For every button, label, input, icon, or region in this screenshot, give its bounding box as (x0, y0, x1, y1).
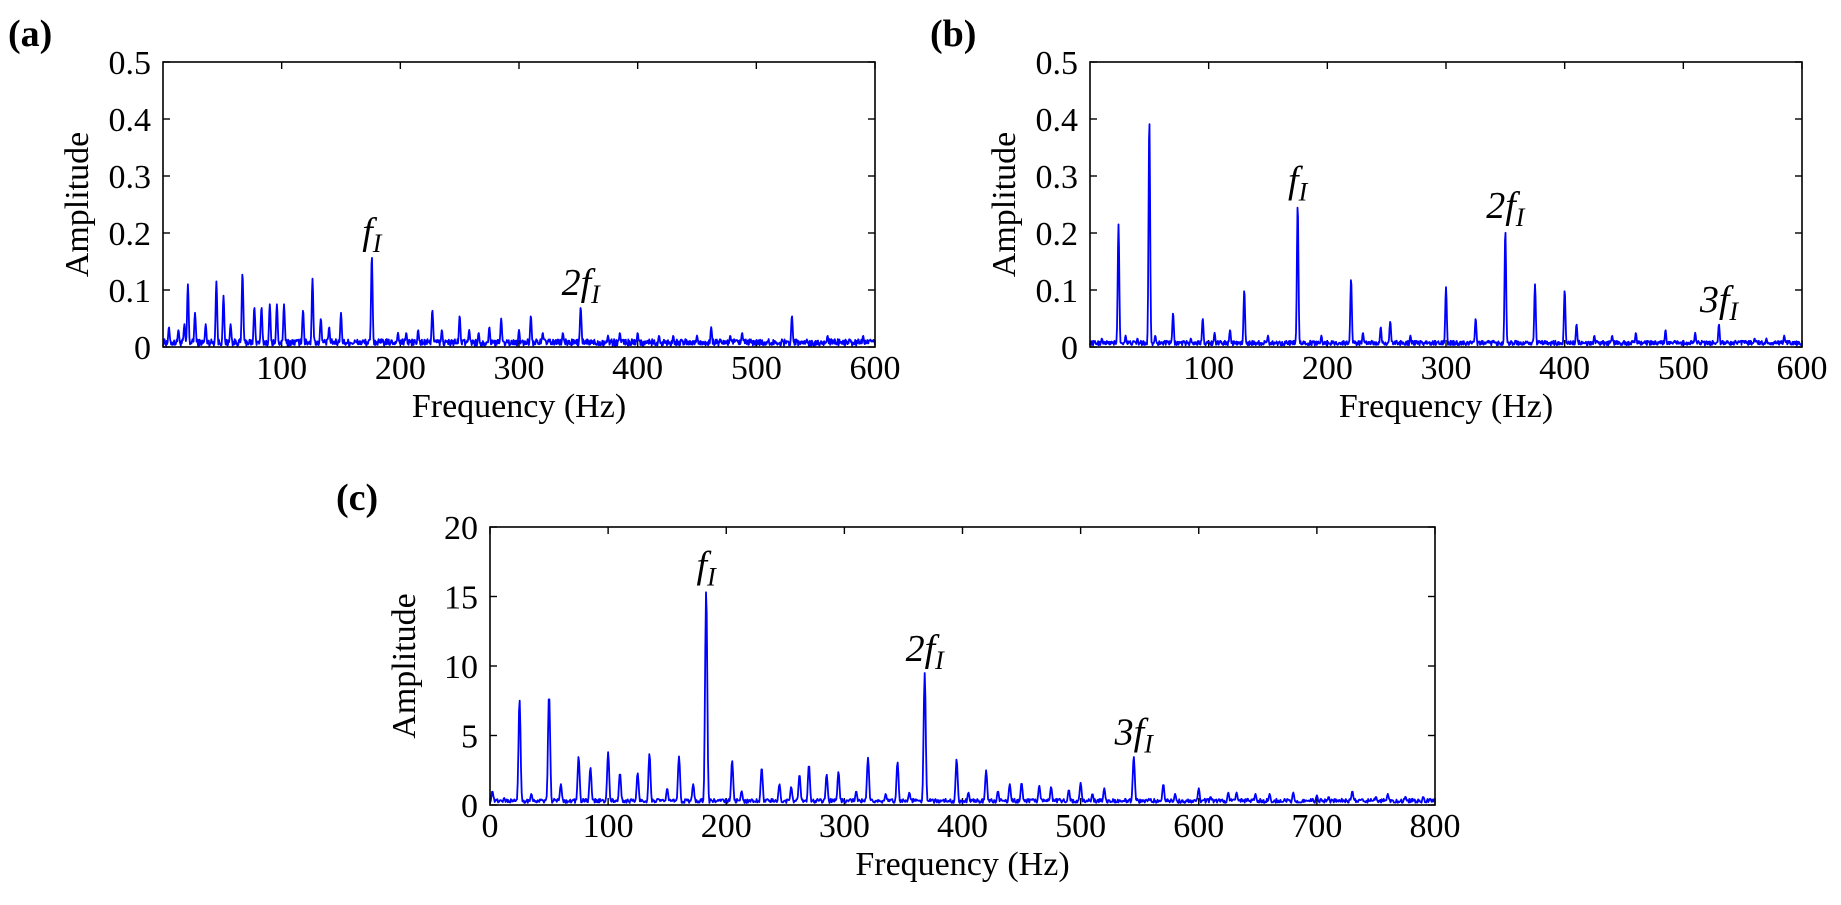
panel-c-y-ticks: 0 5 10 15 20 (444, 510, 1435, 825)
panel-a-y-tick-label: 0.2 (109, 216, 152, 253)
panel-b-plot-frame (1089, 61, 1803, 348)
panel-c-peak-annotation: 3fI (1114, 711, 1155, 758)
panel-c-x-tick-label: 100 (583, 808, 634, 845)
panel-b-x-tick-label: 100 (1183, 350, 1234, 387)
panel-b: (b) 100 200 300 400 500 600 00.10.20.30.40.5 … (930, 13, 1828, 425)
panel-b-x-tick-label: 600 (1777, 350, 1828, 387)
panel-b-peak-annotation: fI (1288, 160, 1309, 207)
panel-a-plot-frame (162, 61, 876, 348)
panel-c-y-tick-label: 10 (444, 649, 478, 686)
panel-c-x-tick-label: 800 (1410, 808, 1461, 845)
panel-a-x-ticks: 100 200 300 400 500 600 (256, 62, 901, 387)
panel-c: (c) 0 100 200 300 400 500 600 700 800 0 5 10 15 20 f… (336, 477, 1461, 883)
panel-a-y-tick-label: 0.4 (109, 102, 152, 139)
panel-c-plot-frame (489, 526, 1436, 806)
panel-b-y-tick-label: 0 (1061, 330, 1078, 367)
panel-a: (a) 100 200 300 400 500 600 00.10.20.30.40.5 … (8, 13, 901, 425)
panel-c-peak-annotation: 2fI (906, 628, 946, 675)
panel-c-spectrum-line (489, 591, 1436, 804)
panel-c-x-tick-label: 600 (1173, 808, 1224, 845)
panel-a-y-tick-label: 0.5 (109, 45, 152, 82)
panel-c-y-tick-label: 20 (444, 510, 478, 547)
panel-a-peak-annotation: 2fI (562, 262, 602, 309)
panel-b-x-tick-label: 300 (1421, 350, 1472, 387)
panel-a-annotations: fI 2fI (362, 211, 601, 309)
panel-b-y-ticks: 0 0.1 0.2 0.3 0.4 0.5 (1036, 45, 1802, 367)
panel-b-x-tick-label: 500 (1658, 350, 1709, 387)
panel-c-x-tick-label: 300 (819, 808, 870, 845)
panel-a-x-tick-label: 400 (612, 350, 663, 387)
panel-c-x-tick-label: 500 (1055, 808, 1106, 845)
panel-a-y-axis-label: Amplitude (59, 132, 96, 277)
panel-c-x-tick-label: 700 (1291, 808, 1342, 845)
panel-b-x-tick-label: 200 (1302, 350, 1353, 387)
panel-a-y-tick-label: 0.1 (109, 273, 152, 310)
panel-b-x-tick-label: 400 (1539, 350, 1590, 387)
panel-b-y-tick-label: 0.2 (1036, 216, 1079, 253)
panel-c-y-tick-label: 0 (461, 788, 478, 825)
panel-a-x-tick-label: 300 (494, 350, 545, 387)
panel-b-y-tick-label: 0.1 (1036, 273, 1079, 310)
panel-c-x-axis-label: Frequency (Hz) (855, 846, 1069, 883)
panel-b-label: (b) (930, 13, 976, 55)
panel-a-spectrum-line (162, 257, 876, 347)
panel-a-x-tick-label: 600 (850, 350, 901, 387)
panel-c-y-axis-label: Amplitude (386, 593, 423, 738)
panel-c-x-ticks: 0 100 200 300 400 500 600 700 800 (482, 527, 1461, 845)
panel-a-label: (a) (8, 13, 52, 55)
panel-b-annotations: fI 2fI 3fI (1288, 160, 1739, 327)
panel-b-peak-annotation: 3fI (1699, 279, 1740, 326)
panel-a-y-tick-label: 0 (134, 330, 151, 367)
panel-c-x-tick-label: 400 (937, 808, 988, 845)
panel-b-y-tick-label: 0.4 (1036, 102, 1079, 139)
panel-a-x-tick-label: 100 (256, 350, 307, 387)
panel-a-y-tick-label: 0.3 (109, 159, 152, 196)
panel-c-label: (c) (336, 477, 378, 519)
panel-b-y-tick-label: 0.3 (1036, 159, 1079, 196)
panel-c-y-tick-label: 15 (444, 580, 478, 617)
panel-c-y-tick-label: 5 (461, 719, 478, 756)
panel-b-x-axis-label: Frequency (Hz) (1339, 388, 1553, 425)
panel-b-y-tick-label: 0.5 (1036, 45, 1079, 82)
panel-c-x-tick-label: 200 (701, 808, 752, 845)
panel-a-y-ticks: 0 0.1 0.2 0.3 0.4 0.5 (109, 45, 875, 367)
panel-a-x-tick-label: 500 (731, 350, 782, 387)
panel-b-y-axis-label: Amplitude (986, 132, 1023, 277)
panel-b-spectrum-line (1089, 123, 1803, 347)
panel-b-x-ticks: 100 200 300 400 500 600 (1183, 62, 1828, 387)
panel-b-peak-annotation: 2fI (1486, 185, 1526, 232)
panel-c-x-tick-label: 0 (482, 808, 499, 845)
panel-a-peak-annotation: fI (362, 211, 383, 258)
panel-a-x-tick-label: 200 (375, 350, 426, 387)
panel-a-x-axis-label: Frequency (Hz) (412, 388, 626, 425)
panel-c-peak-annotation: fI (697, 545, 718, 592)
